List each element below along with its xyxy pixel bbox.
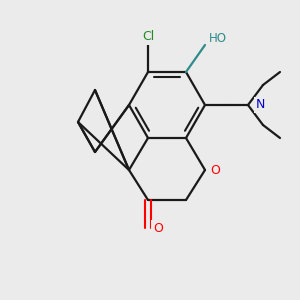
Text: O: O [210, 164, 220, 176]
Text: N: N [256, 98, 266, 112]
Text: HO: HO [209, 32, 227, 46]
Text: O: O [153, 221, 163, 235]
Text: Cl: Cl [142, 31, 154, 44]
